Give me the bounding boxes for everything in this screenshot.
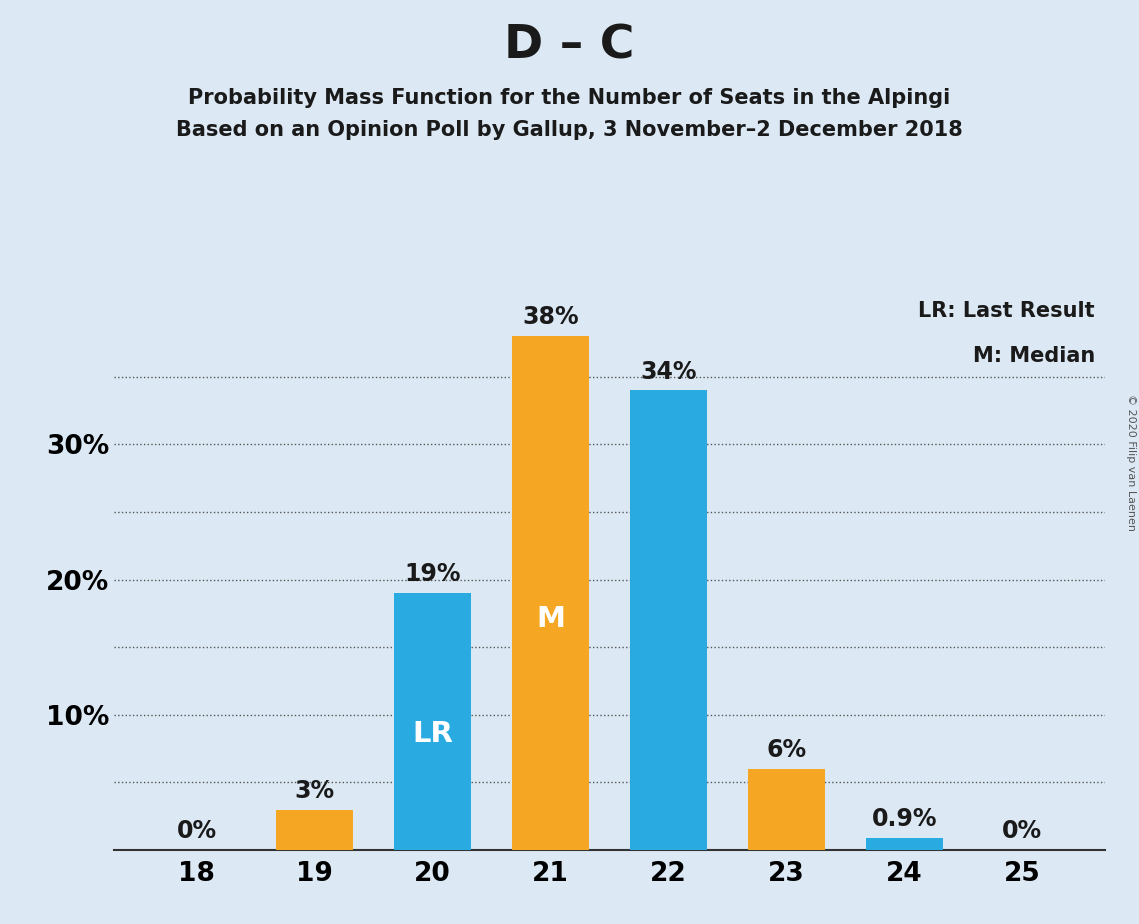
Text: D – C: D – C <box>505 23 634 68</box>
Bar <box>630 390 706 850</box>
Bar <box>513 336 589 850</box>
Text: LR: LR <box>412 721 453 748</box>
Text: 6%: 6% <box>767 738 806 762</box>
Text: 19%: 19% <box>404 563 460 587</box>
Text: Based on an Opinion Poll by Gallup, 3 November–2 December 2018: Based on an Opinion Poll by Gallup, 3 No… <box>177 120 962 140</box>
Text: 3%: 3% <box>294 779 335 803</box>
Text: 34%: 34% <box>640 359 697 383</box>
Text: 0.9%: 0.9% <box>871 808 937 832</box>
Text: © 2020 Filip van Laenen: © 2020 Filip van Laenen <box>1126 394 1136 530</box>
Text: 0%: 0% <box>177 820 216 844</box>
Text: 0%: 0% <box>1002 820 1042 844</box>
Text: Probability Mass Function for the Number of Seats in the Alpingi: Probability Mass Function for the Number… <box>188 88 951 108</box>
Bar <box>866 838 943 850</box>
Text: M: M <box>535 605 565 633</box>
Text: M: Median: M: Median <box>973 346 1095 366</box>
Bar <box>748 769 825 850</box>
Text: 38%: 38% <box>522 306 579 330</box>
Text: LR: Last Result: LR: Last Result <box>918 301 1095 322</box>
Bar <box>394 593 470 850</box>
Bar <box>276 809 353 850</box>
